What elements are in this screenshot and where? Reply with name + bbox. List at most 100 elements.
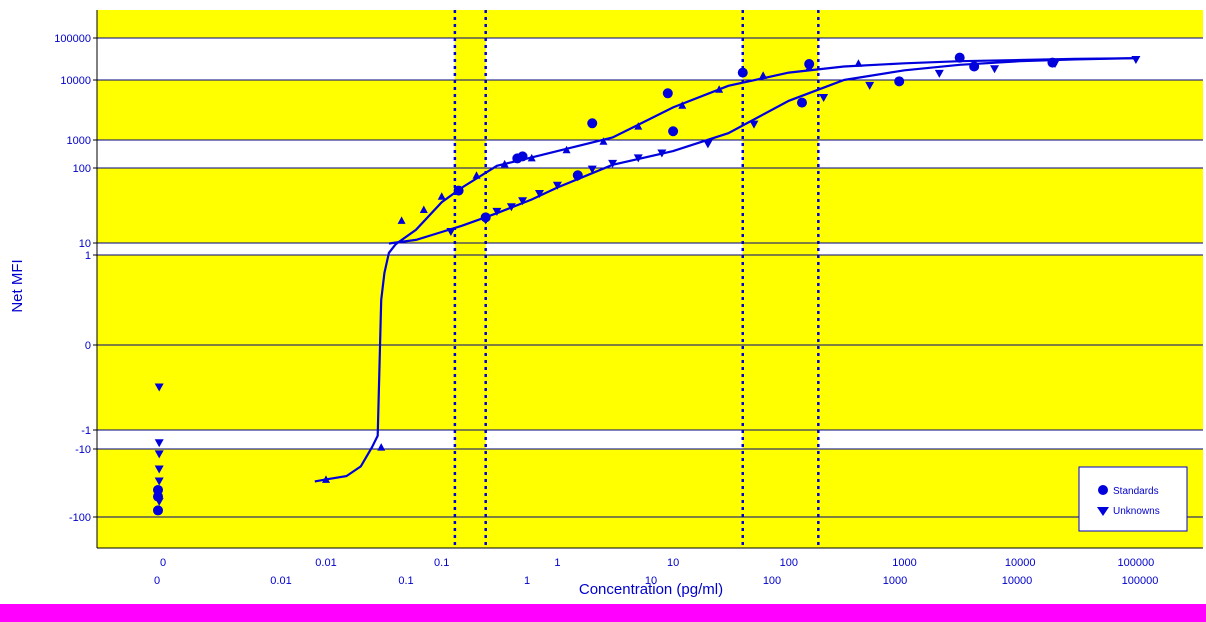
standard-point <box>668 126 679 137</box>
yellow-band-0 <box>97 10 1203 38</box>
unknown-point <box>154 465 164 474</box>
legend-unknowns-label: Unknowns <box>1113 506 1160 517</box>
yellow-band-4 <box>97 345 1203 430</box>
unknown-point <box>678 101 687 109</box>
x-tick-label-upper: 0.1 <box>434 557 449 569</box>
unknown-point <box>481 216 491 225</box>
unknown-point <box>446 228 456 237</box>
x-axis-title: Concentration (pg/ml) <box>579 581 723 598</box>
unknown-point <box>865 81 875 90</box>
x-tick-label-lower: 1000 <box>883 575 907 587</box>
y-tick-label: 100000 <box>54 33 91 45</box>
unknown-point <box>154 450 164 459</box>
legend-standards-label: Standards <box>1113 486 1159 497</box>
unknown-point <box>819 94 829 103</box>
footer-bar <box>0 604 1206 622</box>
x-tick-label-upper: 100000 <box>1118 557 1155 569</box>
x-tick-label-lower: 0 <box>154 575 160 587</box>
x-tick-label-upper: 10 <box>667 557 679 569</box>
standard-point <box>796 97 807 108</box>
unknown-point <box>703 140 713 149</box>
unknown-point <box>934 69 944 78</box>
unknown-point <box>154 439 164 448</box>
x-tick-label-upper: 0.01 <box>315 557 336 569</box>
yellow-band-1 <box>97 80 1203 140</box>
highlight-bands <box>97 10 1203 548</box>
yellow-band-3 <box>97 255 1203 345</box>
x-tick-label-lower: 100000 <box>1122 575 1159 587</box>
unknown-point <box>759 71 768 79</box>
unknown-point <box>472 171 481 179</box>
standard-point <box>662 88 673 99</box>
y-tick-label: 10 <box>79 238 91 250</box>
x-tick-label-lower: 100 <box>763 575 781 587</box>
unknown-point <box>527 153 536 162</box>
x-tick-labels: 0 0.01 0.1 1 10 100 1000 10000 100000 0 0.01 0.1 1 10… <box>154 557 1158 587</box>
fitted-curve-0 <box>314 57 1136 483</box>
highlight-range-0 <box>454 10 486 548</box>
unknown-point <box>552 181 562 190</box>
x-tick-label-upper: 10000 <box>1005 557 1036 569</box>
fitted-curves <box>314 57 1136 483</box>
unknown-point <box>492 207 502 216</box>
unknown-point <box>990 65 1000 74</box>
unknown-point <box>500 159 509 168</box>
y-tick-label: -1 <box>81 425 91 437</box>
standard-point <box>517 151 528 162</box>
unknown-point <box>518 197 528 206</box>
standard-point <box>153 505 163 516</box>
unknown-point <box>154 477 164 486</box>
standard-point <box>587 118 598 129</box>
y-tick-label: -10 <box>75 444 91 456</box>
unknown-point <box>419 205 428 213</box>
y-axis-title: Net MFI <box>9 259 26 312</box>
unknown-point <box>657 149 667 158</box>
y-tick-label: -100 <box>69 512 91 524</box>
unknown-point <box>608 159 618 168</box>
axes <box>96 10 1203 549</box>
x-tick-label-upper: 1000 <box>892 557 916 569</box>
unknown-point <box>1050 60 1060 69</box>
y-tick-label: 0 <box>85 340 91 352</box>
y-tick-label: 10000 <box>60 75 91 87</box>
legend-unknowns-marker <box>1097 507 1109 516</box>
standard-point <box>954 52 965 63</box>
x-tick-label-lower: 0.1 <box>398 575 413 587</box>
yellow-band-2 <box>97 168 1203 243</box>
y-tick-label: 1000 <box>67 135 91 147</box>
unknown-point <box>587 165 597 174</box>
standard-point <box>453 185 464 196</box>
x-tick-label-lower: 10000 <box>1002 575 1033 587</box>
standard-point <box>969 61 980 72</box>
data-points <box>153 52 1141 516</box>
unknown-point <box>573 173 583 182</box>
grid-lines <box>97 37 1203 518</box>
highlight-range-1 <box>742 10 819 548</box>
unknown-point <box>154 497 164 506</box>
unknown-point <box>562 145 571 154</box>
unknown-point <box>397 216 406 224</box>
x-tick-label-upper: 100 <box>780 557 798 569</box>
unknown-point <box>1131 55 1141 64</box>
unknown-point <box>599 137 608 145</box>
x-tick-label-upper: 0 <box>160 557 166 569</box>
x-tick-label-lower: 1 <box>524 575 530 587</box>
unknown-point <box>854 59 863 67</box>
legend: Standards Unknowns <box>1078 466 1188 532</box>
unknown-point <box>506 203 516 212</box>
y-tick-label: 100 <box>73 163 91 175</box>
unknown-point <box>322 475 330 483</box>
legend-box <box>1078 466 1188 532</box>
unknown-point <box>634 122 643 130</box>
standard-point <box>737 67 748 78</box>
unknown-point <box>534 190 544 199</box>
x-tick-label-upper: 1 <box>554 557 560 569</box>
legend-standards-marker <box>1098 485 1108 495</box>
y-tick-label: 1 <box>85 250 91 262</box>
unknown-point <box>715 85 724 93</box>
x-tick-label-lower: 10 <box>645 575 657 587</box>
unknown-point <box>749 120 759 129</box>
unknown-point <box>377 443 386 451</box>
